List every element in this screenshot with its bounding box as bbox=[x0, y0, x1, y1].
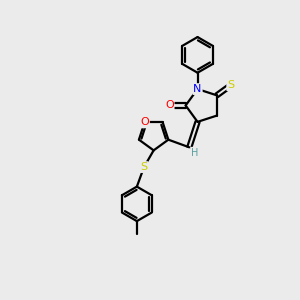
Text: N: N bbox=[194, 84, 202, 94]
Text: S: S bbox=[227, 80, 234, 90]
Text: O: O bbox=[165, 100, 174, 110]
Text: S: S bbox=[140, 162, 148, 172]
Text: H: H bbox=[191, 148, 198, 158]
Text: O: O bbox=[140, 117, 149, 128]
